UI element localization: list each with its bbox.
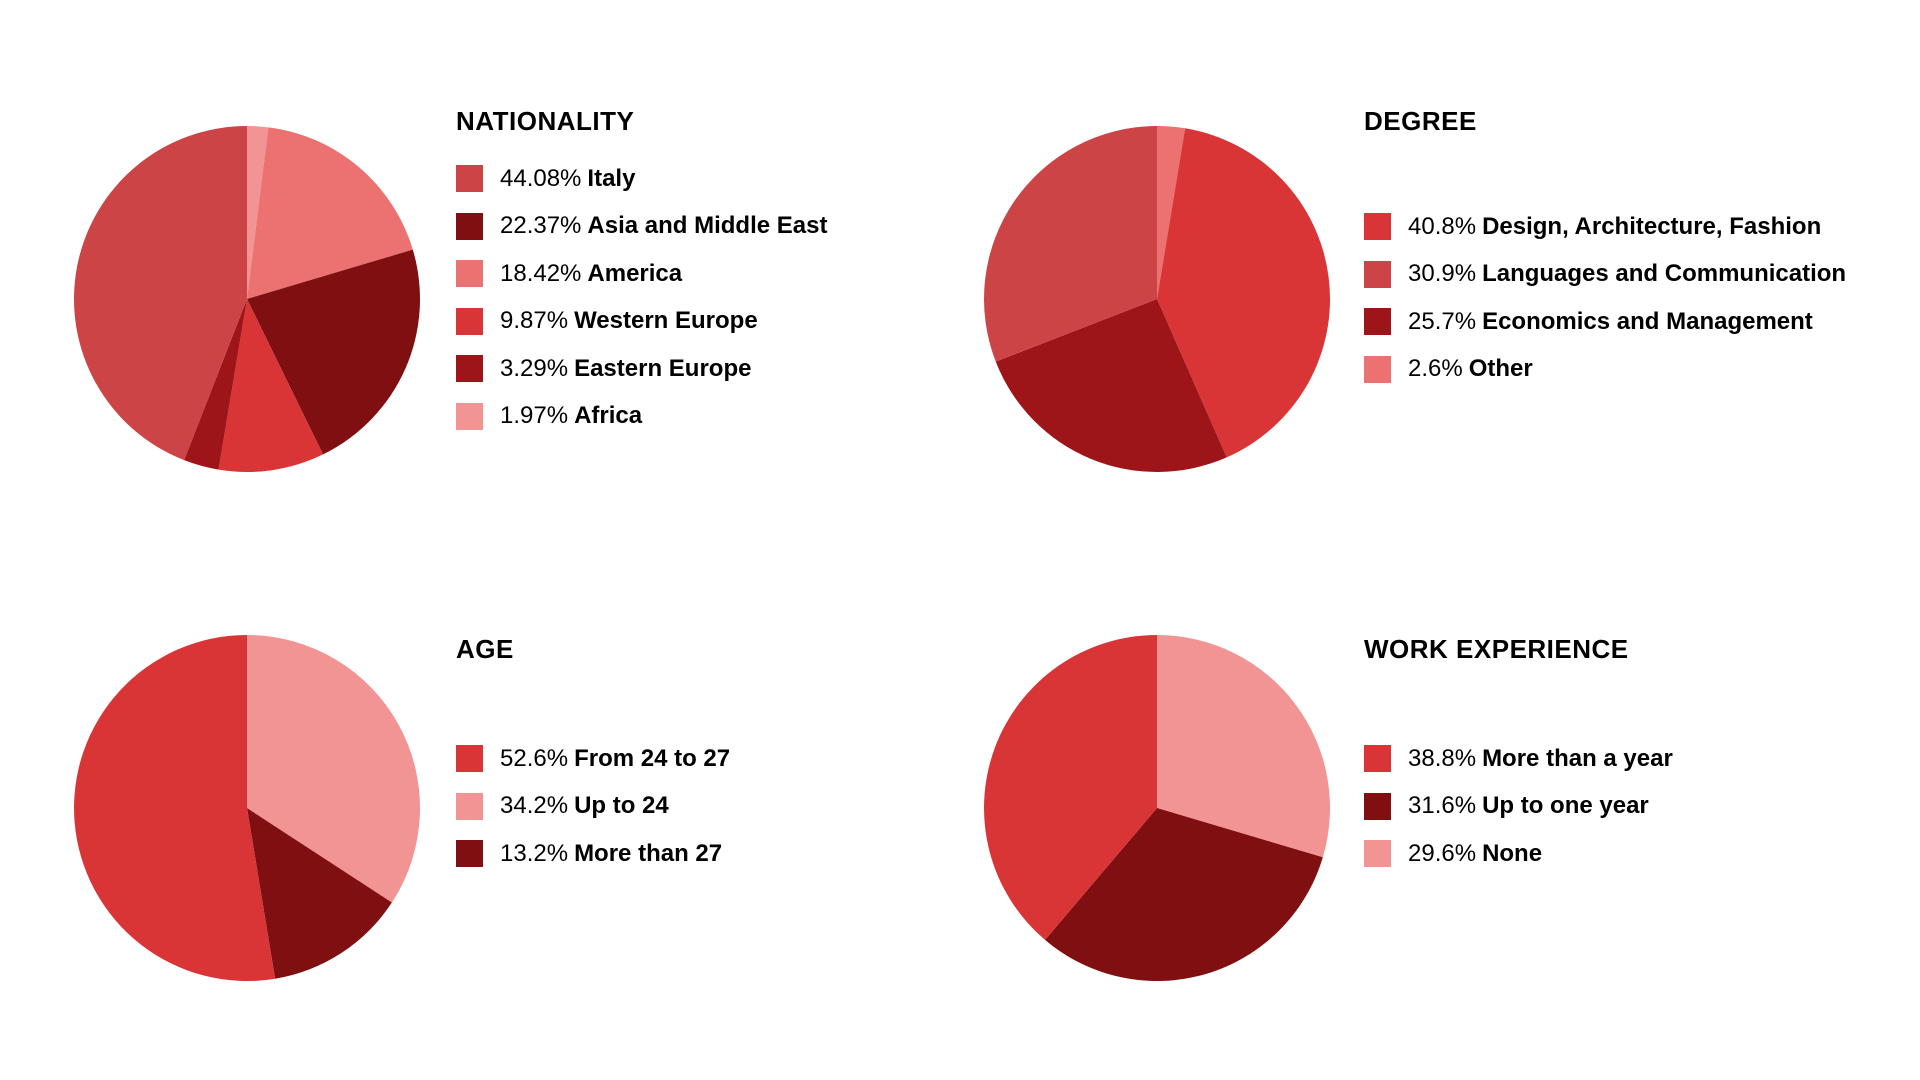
legend-percent: 18.42% [500, 259, 582, 287]
degree-chart-panel: DEGREE 40.8% Design, Architecture, Fashio… [0, 0, 1846, 473]
nationality-chart-panel: NATIONALITY 44.08% Italy 22.37% Asia and Mi… [0, 0, 900, 472]
legend-label: Eastern Europe [574, 354, 752, 382]
age-pie-slice-more-than-27 [247, 808, 392, 979]
legend-label: Design, Architecture, Fashion [1482, 212, 1822, 240]
legend-percent: 30.9% [1408, 260, 1477, 288]
nationality-pie-slice-africa [247, 126, 269, 299]
work-experience-chart-panel: WORK EXPERIENCE 38.8% More than a year 31.… [0, 0, 1673, 981]
legend-percent: 2.6% [1408, 355, 1463, 383]
legend-swatch [456, 307, 483, 335]
legend-swatch [456, 402, 483, 430]
legend-percent: 40.8% [1408, 212, 1477, 240]
legend-label: Western Europe [574, 307, 758, 335]
work-experience-legend-item-up-to-one-year: 31.6% Up to one year [1364, 783, 1673, 831]
legend-percent: 29.6% [1408, 839, 1477, 867]
degree-legend-item-design-architecture-fashion: 40.8% Design, Architecture, Fashion [1364, 203, 1846, 251]
nationality-pie-slice-eastern-europe [184, 299, 247, 470]
legend-percent: 34.2% [500, 792, 569, 820]
legend-swatch [456, 792, 483, 820]
degree-pie-slice-other [1157, 126, 1186, 299]
legend-label: Up to one year [1482, 792, 1649, 820]
work-experience-pie-slice-more-than-a-year [984, 635, 1157, 940]
degree-legend-item-economics-and-management: 25.7% Economics and Management [1364, 298, 1846, 346]
work-experience-legend-item-more-than-a-year: 38.8% More than a year [1364, 735, 1673, 783]
nationality-legend-item-america: 18.42% America [456, 250, 827, 298]
nationality-legend-item-eastern-europe: 3.29% Eastern Europe [456, 345, 827, 393]
nationality-legend: 44.08% Italy 22.37% Asia and Middle East 18.… [456, 155, 827, 440]
legend-percent: 13.2% [500, 839, 569, 867]
legend-label: Italy [587, 164, 636, 192]
legend-swatch [456, 840, 483, 868]
nationality-pie-slice-asia-and-middle-east [247, 249, 420, 455]
legend-label: Africa [574, 402, 643, 430]
age-legend-item-more-than-27: 13.2% More than 27 [456, 830, 730, 878]
nationality-pie-slice-western-europe [218, 299, 324, 472]
work-experience-chart-title: WORK EXPERIENCE [1364, 634, 1629, 664]
legend-percent: 3.29% [500, 354, 569, 382]
age-chart-panel: AGE 52.6% From 24 to 27 34.2% Up to 24 13.2%… [0, 0, 900, 981]
degree-pie-slice-economics-and-management [995, 299, 1227, 473]
legend-label: Languages and Communication [1482, 260, 1847, 288]
nationality-legend-item-asia-and-middle-east: 22.37% Asia and Middle East [456, 203, 827, 251]
age-legend: 52.6% From 24 to 27 34.2% Up to 24 13.2% More… [456, 735, 730, 878]
legend-swatch [456, 745, 483, 773]
legend-percent: 22.37% [500, 212, 582, 240]
legend-swatch [1364, 308, 1391, 336]
age-legend-item-up-to-24: 34.2% Up to 24 [456, 783, 730, 831]
degree-legend: 40.8% Design, Architecture, Fashion 30.9% L… [1364, 203, 1846, 393]
legend-swatch [456, 212, 483, 240]
degree-chart-title: DEGREE [1364, 106, 1477, 136]
legend-label: From 24 to 27 [574, 744, 731, 772]
legend-swatch [1364, 745, 1391, 773]
legend-swatch [456, 355, 483, 383]
legend-percent: 1.97% [500, 402, 569, 430]
work-experience-legend: 38.8% More than a year 31.6% Up to one year… [1364, 735, 1673, 878]
legend-swatch [456, 260, 483, 288]
age-pie-slice-from-24-to-27 [74, 635, 276, 981]
nationality-chart-title: NATIONALITY [456, 106, 635, 136]
nationality-pie-slice-america [247, 127, 413, 299]
legend-swatch [1364, 840, 1391, 868]
legend-label: Up to 24 [574, 792, 669, 820]
nationality-pie-slice-italy [73, 125, 248, 461]
legend-label: More than a year [1482, 744, 1673, 772]
nationality-legend-item-western-europe: 9.87% Western Europe [456, 298, 827, 346]
legend-swatch [1364, 213, 1391, 241]
degree-pie-slice-design-architecture-fashion [1157, 128, 1331, 458]
legend-label: Economics and Management [1482, 307, 1813, 335]
legend-percent: 9.87% [500, 307, 569, 335]
work-experience-pie-slice-up-to-one-year [1045, 808, 1323, 981]
legend-percent: 44.08% [500, 164, 582, 192]
degree-legend-item-other: 2.6% Other [1364, 346, 1846, 394]
legend-swatch [1364, 260, 1391, 288]
legend-label: Other [1468, 355, 1533, 383]
work-experience-pie-slice-none [1157, 635, 1330, 858]
nationality-legend-item-africa: 1.97% Africa [456, 393, 827, 441]
degree-pie-chart [983, 126, 1331, 473]
legend-percent: 52.6% [500, 744, 569, 772]
legend-swatch [456, 165, 483, 193]
legend-swatch [1364, 792, 1391, 820]
legend-percent: 25.7% [1408, 307, 1477, 335]
nationality-pie-chart [73, 125, 420, 472]
age-chart-title: AGE [456, 634, 514, 664]
legend-label: Asia and Middle East [587, 212, 828, 240]
legend-percent: 31.6% [1408, 792, 1477, 820]
age-pie-slice-up-to-24 [247, 635, 421, 903]
legend-swatch [1364, 355, 1391, 383]
legend-label: More than 27 [574, 839, 723, 867]
nationality-legend-item-italy: 44.08% Italy [456, 155, 827, 203]
legend-label: None [1482, 839, 1543, 867]
degree-legend-item-languages-and-communication: 30.9% Languages and Communication [1364, 251, 1846, 299]
degree-pie-slice-languages-and-communication [983, 126, 1157, 362]
legend-label: America [587, 259, 683, 287]
work-experience-legend-item-none: 29.6% None [1364, 830, 1673, 878]
age-legend-item-from-24-to-27: 52.6% From 24 to 27 [456, 735, 730, 783]
age-pie-chart [74, 635, 421, 981]
legend-percent: 38.8% [1408, 744, 1477, 772]
